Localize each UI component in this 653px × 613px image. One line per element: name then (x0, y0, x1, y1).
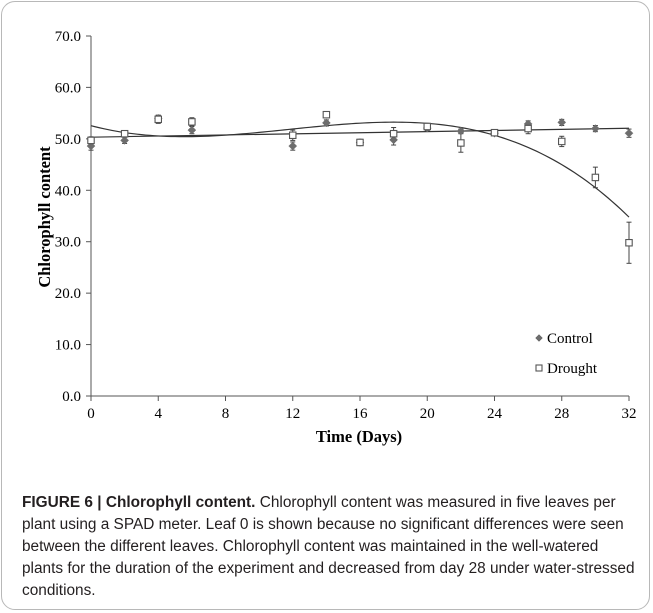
legend-control-marker (535, 334, 543, 342)
x-tick-label: 0 (87, 406, 95, 422)
x-tick-label: 28 (554, 406, 569, 422)
y-tick-label: 0.0 (62, 389, 81, 405)
drought-point (154, 115, 163, 124)
legend-drought-label: Drought (547, 361, 598, 377)
x-tick-label: 8 (222, 406, 230, 422)
drought-trendline (90, 121, 630, 218)
x-tick-label: 4 (155, 406, 163, 422)
drought-point (389, 129, 398, 138)
drought-point (322, 110, 331, 119)
figure-caption: FIGURE 6 | Chlorophyll content. Chloroph… (22, 492, 637, 602)
legend-control-label: Control (547, 331, 593, 347)
x-axis-label: Time (Days) (316, 427, 402, 446)
y-tick-label: 60.0 (55, 80, 81, 96)
legend-drought-marker (535, 364, 543, 372)
y-tick-label: 70.0 (55, 29, 81, 45)
y-tick-label: 20.0 (55, 286, 81, 302)
control-point (86, 141, 96, 151)
drought-point (591, 173, 600, 182)
drought-point (524, 124, 532, 133)
drought-point (625, 238, 633, 247)
drought-point (356, 138, 364, 147)
drought-point (288, 131, 297, 140)
drought-point (490, 128, 499, 137)
y-tick-label: 30.0 (55, 235, 81, 251)
markers (86, 110, 634, 247)
drought-point (557, 137, 566, 146)
control-point (389, 135, 398, 145)
control-trendline (90, 127, 630, 138)
trendlines (90, 121, 630, 218)
chart: 0.0 10.0 20.0 30.0 40.0 50.0 60.0 70.0 0 4 8 12 16 20… (35, 29, 637, 446)
control-point (288, 141, 298, 151)
control-point (591, 124, 600, 133)
legend: Control Drought (535, 331, 598, 377)
x-tick-label: 20 (420, 406, 435, 422)
y-axis-label: Chlorophyll content (35, 146, 54, 288)
control-point (624, 128, 634, 138)
error-bars (88, 111, 632, 264)
control-point (322, 118, 331, 128)
y-tick-label: 40.0 (55, 183, 81, 199)
control-point (187, 125, 197, 135)
drought-point (87, 136, 95, 145)
caption-label: FIGURE 6 | Chlorophyll content. (22, 494, 256, 511)
axes: 0.0 10.0 20.0 30.0 40.0 50.0 60.0 70.0 0 4 8 12 16 20… (55, 29, 637, 422)
control-point (120, 136, 129, 145)
drought-point (457, 139, 465, 147)
y-tick-label: 50.0 (55, 132, 81, 148)
x-tick-label: 32 (622, 406, 637, 422)
drought-point (188, 118, 196, 126)
x-tick-label: 24 (487, 406, 503, 422)
x-tick-label: 12 (285, 406, 300, 422)
drought-point (423, 122, 431, 131)
caption-text: Chlorophyll content was measured in five… (22, 494, 635, 599)
control-point (456, 126, 466, 136)
x-tick-label: 16 (353, 406, 369, 422)
drought-point (120, 129, 129, 138)
y-tick-label: 10.0 (55, 338, 81, 354)
control-point (557, 118, 567, 127)
